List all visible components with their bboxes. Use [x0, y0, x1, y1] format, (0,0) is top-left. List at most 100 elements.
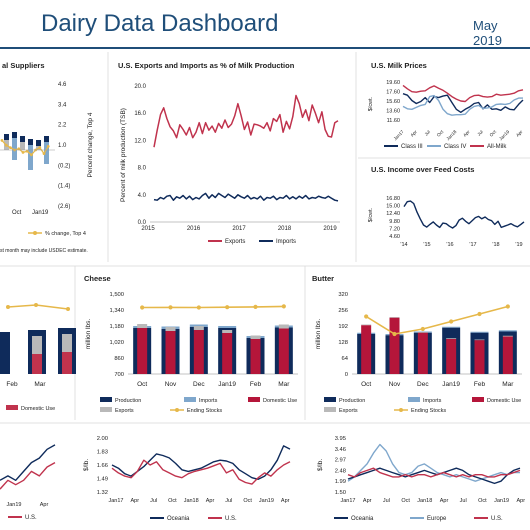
- milk-ylabel: $/cwt.: [368, 96, 374, 111]
- milk-line-0: [402, 93, 524, 114]
- cheese-legend-stocks-dot: [175, 408, 179, 412]
- cheese-bar-domestic: [278, 328, 289, 374]
- butter-stocks-point: [505, 304, 510, 309]
- botmid-legend-oceania-label: Oceania: [167, 516, 190, 522]
- suppliers-pct-point: [46, 145, 50, 148]
- butter-bar-domestic: [417, 332, 428, 374]
- cheese-bar-domestic: [165, 331, 176, 374]
- butter-bar-exports: [361, 324, 372, 326]
- iofc-xtick: '15: [423, 242, 430, 248]
- cheese-stocks-point: [168, 305, 173, 310]
- butter-legend-domestic-label: Domestic Use: [487, 398, 521, 404]
- botmid-ytick: 2.00: [97, 436, 108, 442]
- exim-xtick: 2016: [187, 226, 201, 232]
- butter-stocks-point: [364, 314, 369, 319]
- milk-ytick: 17.60: [386, 90, 400, 96]
- cheese-xtick: Mar: [278, 381, 290, 388]
- botright-ytick: 2.97: [335, 458, 346, 464]
- cheese-stocks-point: [281, 304, 286, 309]
- exim-ytick: 12.0: [134, 138, 146, 144]
- botright-xtick: Jan17: [341, 498, 356, 504]
- butter-stocks-point: [420, 326, 425, 332]
- suppliers-ytick: 2.2: [58, 123, 67, 129]
- header-divider: [0, 47, 530, 49]
- milk-xtick: Jan17: [392, 129, 405, 142]
- iofc-xtick: '16: [446, 242, 453, 248]
- iofc-ytick: 4.60: [389, 234, 400, 240]
- suppliers-pct-point: [17, 147, 21, 151]
- botright-ytick: 1.99: [335, 479, 346, 485]
- cheese-xtick: Jan19: [218, 381, 236, 388]
- butter-xtick: Feb: [474, 381, 486, 388]
- cheese-stocks-point: [140, 305, 145, 310]
- leftstore-legend-swatch: [6, 405, 18, 410]
- iofc-ytick: 15.00: [386, 204, 400, 210]
- exim-xtick: 2015: [141, 226, 155, 232]
- leftstore-xtick: Mar: [34, 381, 46, 388]
- botmid-us-line: [111, 459, 291, 485]
- butter-stocks-line: [365, 305, 509, 335]
- suppliers-xtick: Jan19: [32, 210, 49, 216]
- butter-ylabel: million lbs.: [315, 319, 322, 350]
- butter-xtick: Dec: [417, 381, 429, 388]
- cheese-ylabel: million lbs.: [85, 319, 92, 350]
- cheese-xtick: Nov: [165, 381, 177, 388]
- milk-xtick: Oct: [436, 129, 445, 138]
- iofc-xtick: '19: [515, 242, 522, 248]
- cheese-stocks-point: [253, 304, 258, 309]
- botright-xtick: Jul: [460, 498, 467, 504]
- cheese-bar-exports: [193, 326, 204, 330]
- exim-ytick: 0.0: [138, 220, 147, 226]
- botright-ylabel: $/lb.: [317, 459, 324, 471]
- butter-ytick: 64: [342, 356, 349, 362]
- botmid-xtick: Apr: [281, 498, 290, 504]
- butter-legend-domestic-swatch: [472, 397, 484, 402]
- cheese-bar-imports: [218, 326, 237, 328]
- cheese-ytick: 1,180: [109, 324, 124, 330]
- cheese-legend-exports-label: Exports: [115, 408, 134, 414]
- cheese-xtick: Dec: [193, 381, 205, 388]
- suppliers-bar: [20, 142, 25, 150]
- butter-legend-production-label: Production: [339, 398, 365, 404]
- botright-xtick: Jul: [383, 498, 390, 504]
- iofc-line: [403, 200, 525, 229]
- cheese-bar-domestic: [250, 339, 261, 374]
- cheese-legend-imports-swatch: [184, 397, 196, 402]
- butter-bar-domestic: [502, 336, 513, 374]
- butter-xtick: Mar: [502, 381, 514, 388]
- milk-ytick: 15.60: [386, 99, 400, 105]
- milk-legend-class3-label: Class III: [401, 144, 423, 150]
- iofc-ytick: 12.40: [386, 211, 400, 217]
- botmid-xtick: Jan19: [259, 498, 274, 504]
- butter-ytick: 128: [338, 340, 348, 346]
- suppliers-pct-point: [30, 153, 33, 157]
- botleft-line-a: [0, 444, 56, 481]
- report-date: May 2019: [473, 18, 502, 48]
- leftstore-bar-domestic: [32, 336, 42, 374]
- milk-legend-class4-label: Class IV: [444, 144, 466, 150]
- botmid-xtick: Jul: [225, 498, 232, 504]
- botright-ytick: 2.48: [335, 468, 346, 474]
- cheese-legend-imports-label: Imports: [199, 398, 218, 404]
- exim-ytick: 8.0: [138, 166, 147, 172]
- leftstore-stocks-point: [34, 303, 38, 307]
- butter-bar-imports: [470, 331, 489, 333]
- exim-ytick: 16.0: [134, 111, 146, 117]
- botmid-ytick: 1.49: [97, 477, 108, 483]
- cheese-xtick: Feb: [250, 381, 262, 388]
- botmid-legend-us-label: U.S.: [225, 516, 237, 522]
- suppliers-ytick: 4.6: [58, 82, 67, 88]
- botright-xtick: Oct: [478, 498, 487, 504]
- butter-bar-domestic: [389, 317, 400, 374]
- botright-legend-europe-label: Europe: [427, 516, 447, 522]
- butter-xtick: Jan19: [442, 381, 460, 388]
- butter-legend-stocks-dot: [399, 408, 403, 412]
- cheese-ytick: 1,340: [109, 308, 124, 314]
- cheese-legend-exports-swatch: [100, 407, 112, 412]
- butter-title: Butter: [312, 274, 334, 283]
- exim-ytick: 4.0: [138, 193, 147, 199]
- exim-xtick: 2019: [323, 226, 337, 232]
- botmid-ytick: 1.83: [97, 450, 108, 456]
- leftstore-bar-exports: [32, 336, 42, 354]
- milk-xtick: Jan18: [445, 129, 458, 142]
